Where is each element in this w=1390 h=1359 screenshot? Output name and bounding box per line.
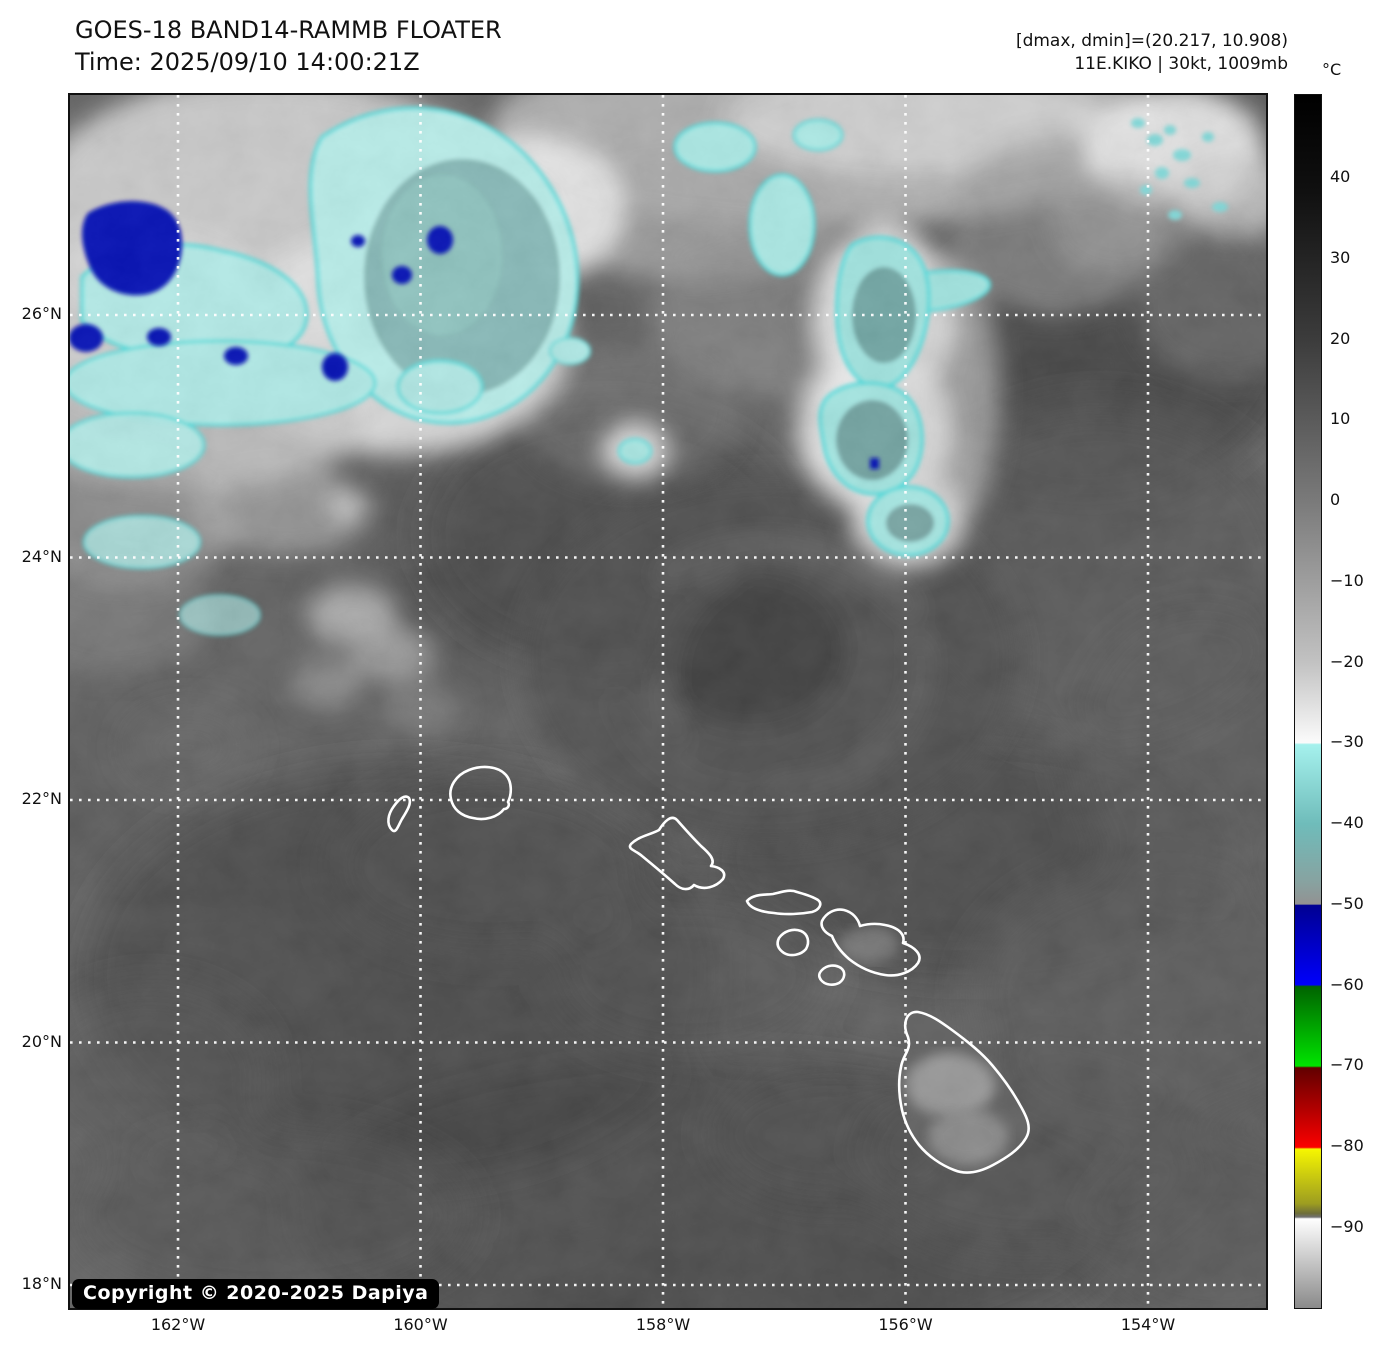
storm-info-annotation: 11E.KIKO | 30kt, 1009mb [1074,54,1288,74]
colorbar-tick-label: 30 [1330,247,1351,267]
colorbar-tick-label: 20 [1330,328,1351,348]
colorbar-tick-label: −10 [1330,570,1364,590]
page-title: GOES-18 BAND14-RAMMB FLOATER [75,16,502,44]
copyright-badge: Copyright © 2020-2025 Dapiya [72,1279,440,1309]
island-molokai [745,889,822,916]
colorbar-unit-label: °C [1322,60,1342,79]
lat-tick-label: 22°N [21,789,62,808]
colorbar-tick-label: 0 [1330,490,1341,510]
island-maui [820,908,921,977]
colorbar-tick-label: −50 [1330,893,1364,913]
island-coastlines [387,765,1030,1174]
island-hawaii [897,1010,1030,1174]
lat-tick-label: 20°N [21,1031,62,1051]
annotation-block: [dmax, dmin]=(20.217, 10.908) 11E.KIKO |… [1016,30,1288,76]
colorbar [1294,94,1322,1309]
colorbar-tick-label: −90 [1330,1217,1364,1236]
satellite-ir-image [70,95,1266,1308]
colorbar-gradient [1295,95,1321,1308]
colorbar-tick-label: −20 [1330,651,1364,671]
island-kauai [449,765,513,821]
timestamp: Time: 2025/09/10 14:00:21Z [75,48,420,76]
colorbar-tick-label: 40 [1330,167,1351,186]
colorbar-tick-label: 10 [1330,409,1351,429]
lat-tick-label: 18°N [21,1274,62,1293]
lon-tick-label: 162°W [150,1315,206,1334]
lon-tick-label: 160°W [393,1315,448,1334]
lat-tick-label: 26°N [21,304,62,323]
island-kahoolawe [817,964,846,986]
lon-tick-label: 154°W [1120,1315,1176,1334]
dmax-dmin-annotation: [dmax, dmin]=(20.217, 10.908) [1015,31,1288,51]
satellite-map-frame [68,93,1268,1310]
island-lanai [776,928,810,957]
lon-tick-label: 156°W [878,1315,933,1334]
colorbar-tick-label: −40 [1330,813,1364,833]
lon-tick-label: 158°W [635,1315,691,1334]
colorbar-tick-label: −70 [1330,1055,1364,1075]
colorbar-tick-label: −80 [1330,1136,1364,1156]
lat-tick-label: 24°N [21,546,62,566]
colorbar-tick-label: −60 [1330,974,1364,994]
title-block: GOES-18 BAND14-RAMMB FLOATER Time: 2025/… [75,14,502,78]
island-niihau [387,795,412,833]
island-oahu [628,816,726,891]
colorbar-tick-label: −30 [1330,732,1364,752]
